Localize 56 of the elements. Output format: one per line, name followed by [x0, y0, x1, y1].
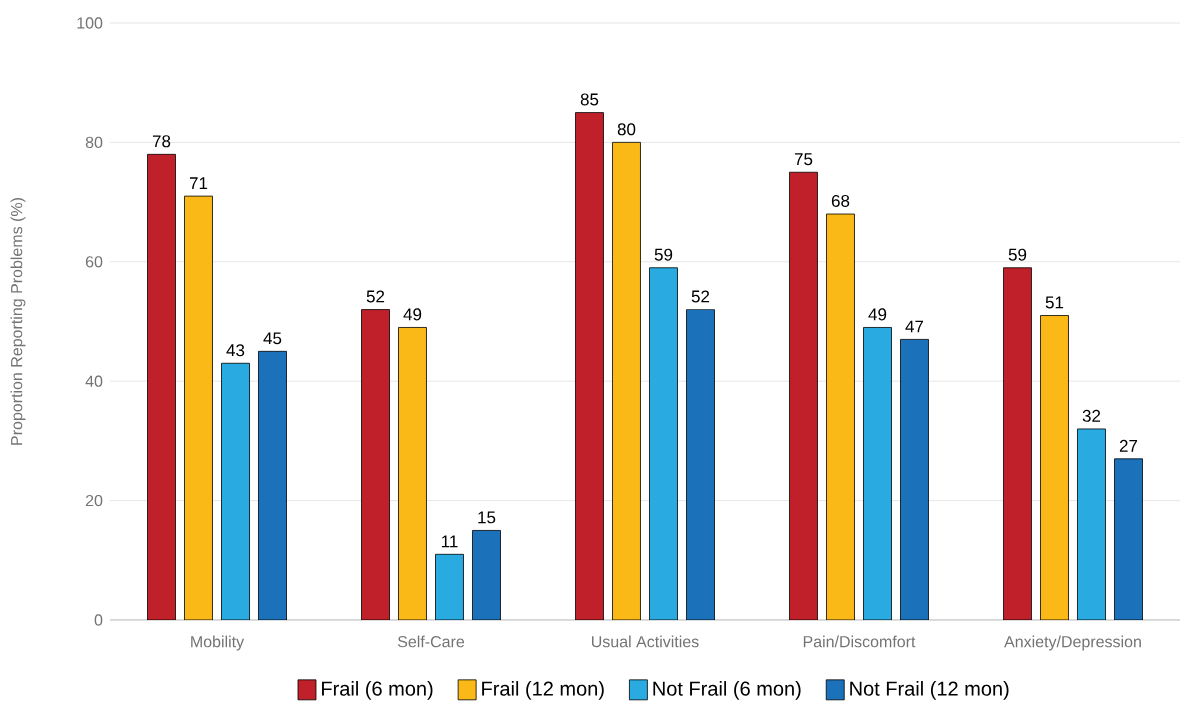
bar — [686, 309, 715, 620]
data-label: 47 — [905, 320, 924, 333]
data-label: 11 — [441, 535, 458, 548]
y-tick-label: 60 — [85, 256, 103, 268]
legend-label: Not Frail (12 mon) — [850, 681, 1009, 700]
bar — [649, 267, 678, 620]
y-tick-label: 20 — [85, 494, 103, 507]
data-label: 68 — [831, 194, 850, 207]
data-label: 59 — [1008, 248, 1027, 261]
x-tick-label: Anxiety/Depression — [1004, 635, 1141, 651]
data-label: 15 — [478, 511, 496, 524]
bar — [900, 338, 929, 620]
legend-label: Frail (6 mon) — [322, 681, 433, 700]
data-label: 78 — [152, 135, 171, 148]
bar — [575, 112, 604, 620]
y-tick-label: 40 — [85, 375, 103, 387]
bar — [789, 171, 818, 620]
bar — [472, 530, 501, 620]
data-label: 85 — [580, 93, 599, 106]
data-label: 75 — [794, 153, 813, 166]
data-label: 71 — [189, 177, 208, 190]
bar — [258, 350, 287, 620]
data-label: 32 — [1082, 409, 1101, 422]
data-label: 52 — [366, 290, 385, 303]
y-tick-label: 0 — [94, 614, 103, 626]
data-label: 80 — [617, 123, 636, 136]
bar — [435, 553, 464, 620]
x-tick-label: Mobility — [191, 635, 245, 651]
bar — [1077, 428, 1106, 620]
bar — [612, 141, 641, 620]
x-tick-label: Pain/Discomfort — [803, 635, 916, 648]
bar — [1040, 315, 1069, 620]
bar — [147, 153, 176, 620]
y-axis-title: Proportion Reporting Problems (%) — [10, 198, 26, 445]
bar — [398, 327, 427, 620]
x-tick-label: Self-Care — [397, 635, 465, 648]
bar — [826, 213, 855, 620]
data-label: 43 — [226, 344, 245, 357]
data-label: 51 — [1045, 296, 1064, 309]
data-label: 59 — [654, 248, 673, 261]
bar — [361, 309, 390, 620]
legend-label: Frail (12 mon) — [482, 681, 604, 700]
bar — [221, 362, 250, 620]
bar — [1003, 267, 1032, 620]
data-label: 45 — [263, 332, 282, 345]
y-tick-label: 80 — [85, 136, 103, 149]
bar — [863, 327, 892, 620]
bar — [1114, 458, 1143, 620]
data-label: 52 — [691, 290, 710, 303]
legend-label: Not Frail (6 mon) — [653, 681, 801, 700]
data-label: 49 — [403, 308, 422, 321]
data-label: 49 — [868, 308, 887, 321]
data-label: 27 — [1119, 439, 1138, 452]
y-tick-label: 100 — [77, 17, 103, 29]
bar — [184, 195, 213, 620]
x-tick-label: Usual Activities — [591, 635, 699, 648]
